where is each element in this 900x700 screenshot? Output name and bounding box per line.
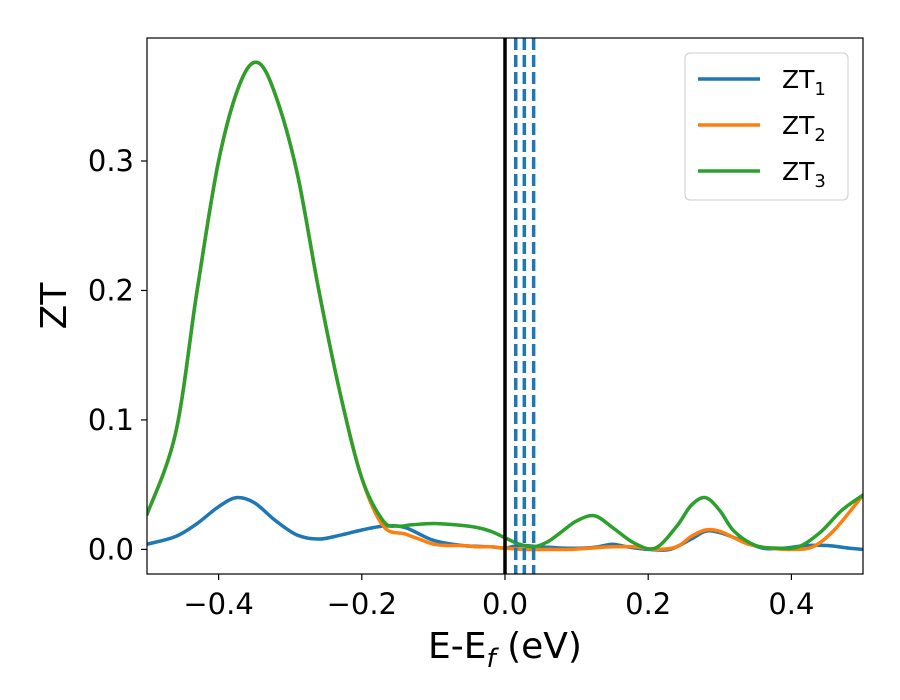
y-tick-label: 0.2 xyxy=(88,273,134,307)
y-tick-label: 0.3 xyxy=(88,144,134,178)
legend-label-zt1: ZT1 xyxy=(782,65,826,100)
legend-label-zt2: ZT2 xyxy=(782,111,826,146)
tick-layer: −0.4 −0.2 0.0 0.2 0.4 0.0 0.1 0.2 0.3 xyxy=(88,144,815,621)
x-axis-title: E-Ef (eV) xyxy=(428,626,582,674)
legend-box xyxy=(684,52,849,201)
y-axis-title: ZT xyxy=(34,282,75,330)
x-tick-label: −0.2 xyxy=(327,587,397,621)
plot-layer xyxy=(147,38,863,574)
y-tick-label: 0.1 xyxy=(88,403,134,437)
legend-label-zt3: ZT3 xyxy=(782,157,826,192)
x-tick-label: 0.4 xyxy=(768,587,814,621)
x-tick-label: 0.2 xyxy=(625,587,671,621)
legend-entries: ZT1 ZT2 ZT3 xyxy=(698,65,826,192)
plot-area xyxy=(147,38,863,574)
x-axis-title-unit: (eV) xyxy=(496,626,582,667)
x-tick-label: −0.4 xyxy=(183,587,253,621)
x-tick-label: 0.0 xyxy=(482,587,528,621)
legend: ZT1 ZT2 ZT3 xyxy=(684,52,849,201)
x-axis-title-main: E-E xyxy=(428,626,486,667)
y-tick-label: 0.0 xyxy=(88,532,134,566)
